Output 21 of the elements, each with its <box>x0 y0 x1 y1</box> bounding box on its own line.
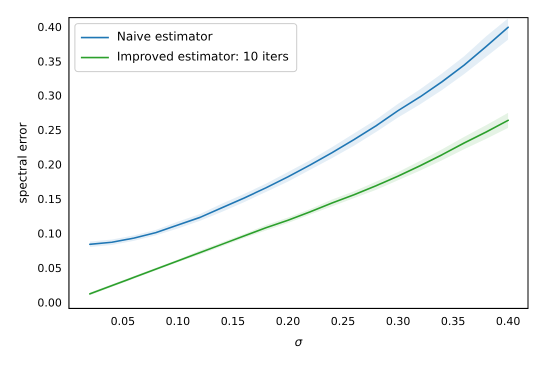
y-tick-label: 0.10 <box>37 228 62 241</box>
y-tick-label: 0.35 <box>37 55 62 68</box>
y-tick-label: 0.25 <box>37 124 62 138</box>
x-tick-label: 0.25 <box>330 314 356 328</box>
x-tick-label: 0.40 <box>496 314 520 328</box>
x-tick-label: 0.20 <box>276 314 300 328</box>
x-tick-label: 0.05 <box>110 314 136 328</box>
y-tick-label: 0.40 <box>37 20 62 34</box>
y-tick-label: 0.05 <box>37 262 62 275</box>
x-tick-label: 0.10 <box>166 314 190 328</box>
y-tick-label: 0.00 <box>37 296 62 310</box>
y-axis-title: spectral error <box>15 122 30 204</box>
x-tick-label: 0.30 <box>386 314 410 328</box>
y-tick-label: 0.20 <box>37 158 62 172</box>
y-tick-label: 0.15 <box>37 193 62 206</box>
y-tick-label: 0.30 <box>37 90 62 103</box>
x-tick-label: 0.35 <box>440 314 466 328</box>
x-axis-title: σ <box>294 334 303 349</box>
legend-label: Naive estimator <box>116 30 213 44</box>
x-tick-label: 0.15 <box>220 314 246 328</box>
legend-label: Improved estimator: 10 iters <box>116 50 289 64</box>
